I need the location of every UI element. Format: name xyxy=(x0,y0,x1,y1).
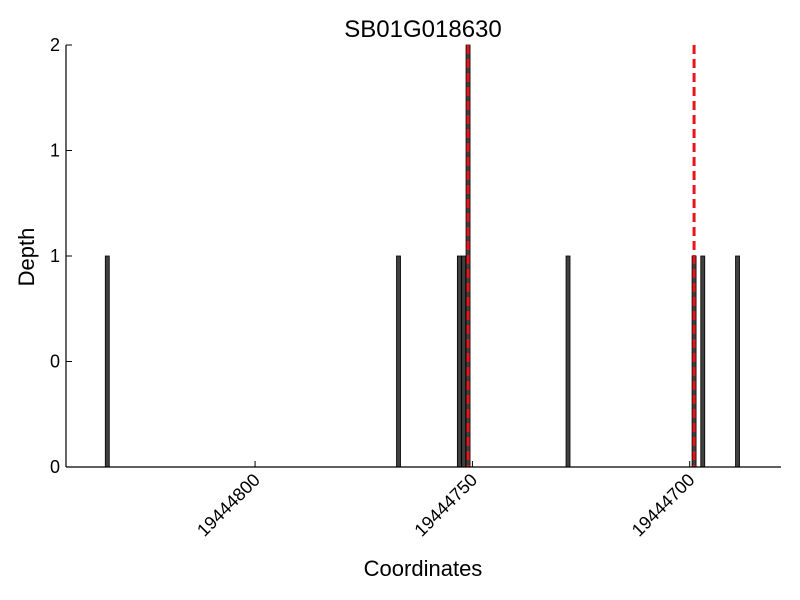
y-tick-label-2: 1 xyxy=(50,246,60,266)
y-tick-label-0: 0 xyxy=(50,457,60,477)
x-tick-label-2: 19444700 xyxy=(628,470,699,541)
y-tick-label-3: 1 xyxy=(50,141,60,161)
y-axis-label: Depth xyxy=(14,228,39,287)
axes-layer xyxy=(65,45,781,468)
ticks-layer: 0 0 1 1 2 19444800 19444750 19444700 xyxy=(50,35,699,540)
y-tick-label-4: 2 xyxy=(50,35,60,55)
markers-layer xyxy=(466,45,696,467)
x-tick-label-1: 19444750 xyxy=(410,470,481,541)
bar-8 xyxy=(735,255,740,468)
bar-1 xyxy=(396,255,401,468)
x-axis-label: Coordinates xyxy=(364,556,483,581)
x-tick-label-0: 19444800 xyxy=(193,470,264,541)
y-tick-label-1: 0 xyxy=(50,352,60,372)
bar-5 xyxy=(565,255,571,468)
bar-3 xyxy=(461,255,467,468)
chart-title: SB01G018630 xyxy=(344,16,501,43)
bar-0 xyxy=(104,255,110,468)
bars-layer xyxy=(104,44,740,468)
bar-2 xyxy=(456,255,462,468)
bar-7 xyxy=(700,255,706,468)
